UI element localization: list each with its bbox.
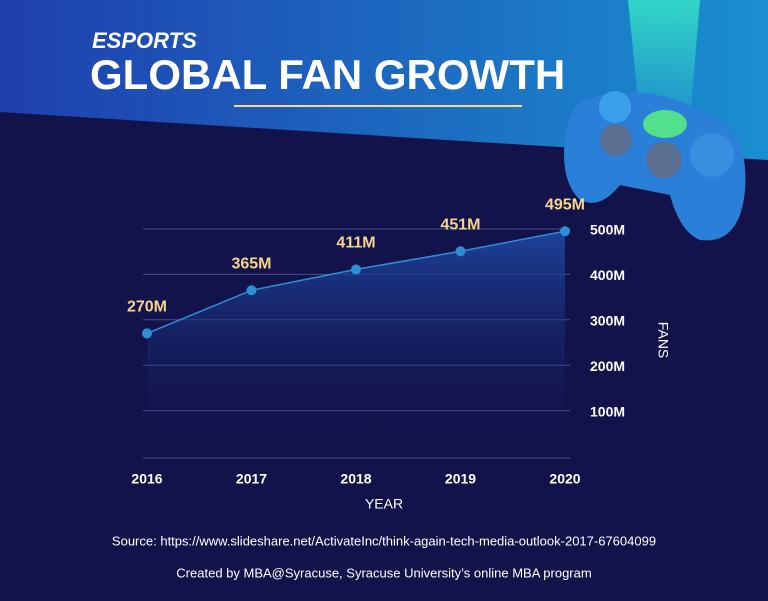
value-label: 495M [545, 196, 585, 213]
chart-subtitle: ESPORTS [92, 28, 197, 53]
x-tick-label: 2018 [340, 471, 371, 487]
point [351, 264, 361, 275]
point [142, 328, 152, 339]
point [560, 226, 570, 237]
x-tick-label: 2017 [236, 471, 267, 487]
point [246, 285, 257, 296]
value-label: 451M [440, 216, 480, 233]
controller-icon [564, 91, 746, 241]
value-label: 365M [231, 256, 271, 273]
point [455, 246, 466, 257]
y-tick-label: 500M [590, 222, 625, 238]
source-note: Source: https://www.slideshare.net/Activ… [112, 533, 656, 548]
light-beam [628, 0, 700, 120]
x-tick-label: 2020 [549, 471, 580, 487]
y-tick-label: 100M [590, 403, 625, 419]
x-tick-label: 2016 [131, 471, 162, 487]
x-axis-label: YEAR [365, 496, 403, 512]
y-axis-label: FANS [655, 322, 671, 359]
value-label: 411M [336, 235, 375, 252]
area [147, 231, 565, 456]
y-tick-label: 400M [590, 267, 625, 283]
value-label: 270M [127, 299, 167, 316]
x-tick-label: 2019 [445, 471, 476, 487]
y-tick-label: 200M [590, 358, 625, 374]
chart-title: GLOBAL FAN GROWTH [90, 51, 565, 98]
y-tick-label: 300M [590, 313, 625, 329]
credit-note: Created by MBA@Syracuse, Syracuse Univer… [176, 565, 591, 580]
